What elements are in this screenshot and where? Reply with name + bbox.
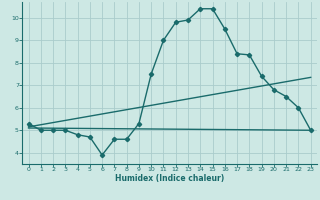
- X-axis label: Humidex (Indice chaleur): Humidex (Indice chaleur): [115, 174, 224, 183]
